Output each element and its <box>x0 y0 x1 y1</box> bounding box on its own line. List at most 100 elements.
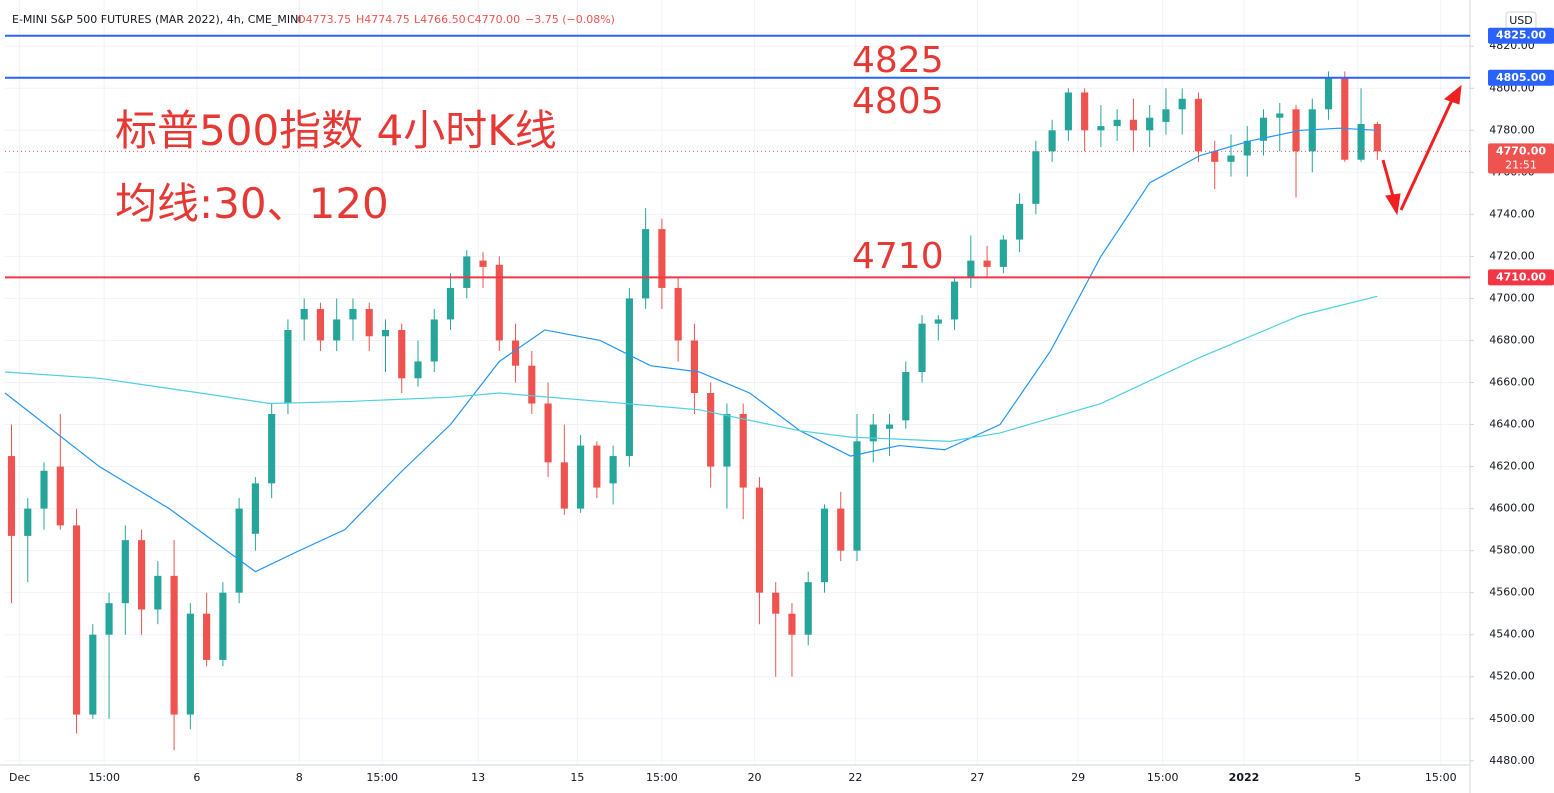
grid <box>5 0 1470 765</box>
candle-body <box>300 308 308 320</box>
ohlc-high: H4774.75 <box>356 13 410 26</box>
candle-body <box>950 281 959 320</box>
ohlc-low: L4766.50 <box>414 13 466 26</box>
annotation: 均线:30、120 <box>115 179 389 228</box>
candle-body <box>642 229 650 299</box>
candle-body <box>934 319 942 324</box>
y-tick-label: 4480.00 <box>1489 754 1535 767</box>
candle-body <box>72 525 81 715</box>
candle-body <box>1373 123 1381 152</box>
candle-body <box>1308 109 1316 152</box>
candle-body <box>7 456 16 536</box>
candle-body <box>804 582 812 635</box>
candle-body <box>853 441 861 551</box>
candle-body <box>1292 109 1300 152</box>
symbol: E-MINI S&P 500 FUTURES (MAR 2022), 4h, C… <box>12 13 302 26</box>
candle-body <box>902 371 910 421</box>
level-label-box <box>1488 269 1554 286</box>
x-tick-label: 15:00 <box>1147 771 1179 784</box>
x-tick-label: 8 <box>296 771 303 784</box>
candle-body <box>772 592 780 614</box>
x-tick-label: 20 <box>748 771 762 784</box>
candle-body <box>1259 117 1268 141</box>
candle-body <box>186 613 194 715</box>
ohlc-open: O4773.75 <box>297 13 351 26</box>
candle-body <box>609 456 617 484</box>
candle-body <box>154 575 162 610</box>
candle-body <box>284 329 292 404</box>
candle-body <box>105 603 113 635</box>
x-tick-label: 27 <box>970 771 984 784</box>
candle-body <box>1129 119 1138 131</box>
candle-body <box>349 308 357 320</box>
level-label: 4825.00 <box>1496 29 1546 42</box>
y-tick-label: 4600.00 <box>1489 502 1535 515</box>
candle-body <box>316 308 325 341</box>
candle-body <box>1016 203 1024 240</box>
ohlc-change: −3.75 (−0.08%) <box>525 13 615 26</box>
annotation: 4710 <box>852 236 944 277</box>
candle-body <box>593 445 601 488</box>
candle-body <box>56 466 64 526</box>
candle-body <box>170 575 178 715</box>
candle-body <box>723 414 731 467</box>
candle-body <box>1064 92 1072 131</box>
candle-body <box>577 445 585 509</box>
candle-body <box>479 260 487 267</box>
arrow-down <box>1381 159 1396 201</box>
countdown: 21:51 <box>1505 158 1537 171</box>
candle-body <box>739 414 747 488</box>
candle-body <box>885 424 894 429</box>
currency[interactable]: USD <box>1509 14 1533 27</box>
candle-body <box>658 229 666 288</box>
y-tick-label: 4780.00 <box>1489 123 1535 136</box>
x-tick-label: 15 <box>570 771 584 784</box>
x-tick-label: 22 <box>848 771 862 784</box>
level-label-box <box>1488 27 1554 44</box>
candle-body <box>967 260 975 278</box>
x-tick-label: 2022 <box>1229 771 1260 784</box>
x-tick-label: 15:00 <box>646 771 678 784</box>
candle-body <box>1194 98 1203 152</box>
y-tick-label: 4520.00 <box>1489 670 1535 683</box>
arrows <box>1381 84 1462 216</box>
candle-body <box>690 340 698 394</box>
candle-body <box>1227 155 1235 162</box>
candle-body <box>1162 109 1170 122</box>
candle-body <box>528 365 536 404</box>
candle-body <box>674 287 682 341</box>
y-tick-label: 4580.00 <box>1489 544 1535 557</box>
candle-body <box>560 462 568 509</box>
candle-body <box>511 340 520 366</box>
candle-body <box>625 298 633 457</box>
candle-body <box>1324 77 1333 110</box>
candle-body <box>365 308 373 337</box>
level-label: 4805.00 <box>1496 71 1546 84</box>
annotation: 4825 <box>852 40 944 81</box>
candle-body <box>1243 140 1251 156</box>
ohlc-close: C4770.00 <box>467 13 520 26</box>
x-tick-label: 15:00 <box>366 771 398 784</box>
candle-body <box>463 256 471 288</box>
candle-body <box>121 540 129 604</box>
candle-body <box>544 403 552 463</box>
candle-body <box>219 592 227 660</box>
y-tick-label: 4640.00 <box>1489 418 1535 431</box>
level-label: 4710.00 <box>1496 270 1546 283</box>
candle-body <box>268 414 276 484</box>
annotation: 4805 <box>852 81 944 122</box>
y-tick-label: 4540.00 <box>1489 628 1535 641</box>
candle-body <box>398 329 406 379</box>
annotation: 标普500指数 4小时K线 <box>115 106 557 155</box>
candle-body <box>333 319 341 341</box>
candle-body <box>707 393 715 467</box>
candle-body <box>203 613 211 660</box>
moving-average <box>4 295 1378 442</box>
candle-body <box>1146 117 1154 131</box>
last-price-label: 4770.00 <box>1496 144 1546 157</box>
y-tick-label: 4500.00 <box>1489 712 1535 725</box>
y-tick-label: 4680.00 <box>1489 333 1535 346</box>
candle-body <box>788 613 796 635</box>
candle-body <box>1113 119 1121 127</box>
level-label-box <box>1488 69 1554 86</box>
